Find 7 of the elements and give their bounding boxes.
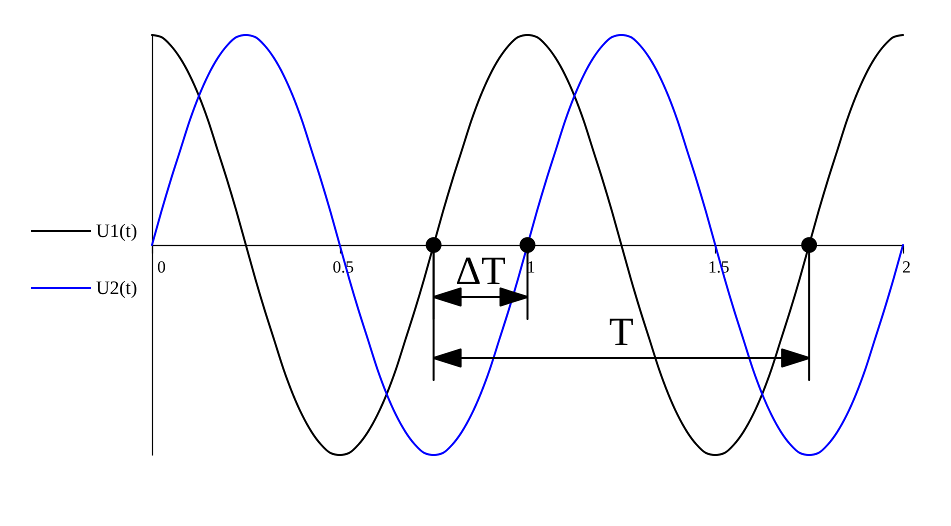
legend-label: U2(t) bbox=[96, 278, 138, 299]
x-tick-label: 1 bbox=[526, 258, 536, 276]
x-tick-label: 0 bbox=[157, 258, 166, 276]
annotation: ΔT bbox=[455, 248, 506, 293]
x-tick-label: 2 bbox=[902, 258, 911, 276]
legend-label: U1(t) bbox=[96, 221, 138, 242]
annotation: T bbox=[609, 309, 634, 354]
